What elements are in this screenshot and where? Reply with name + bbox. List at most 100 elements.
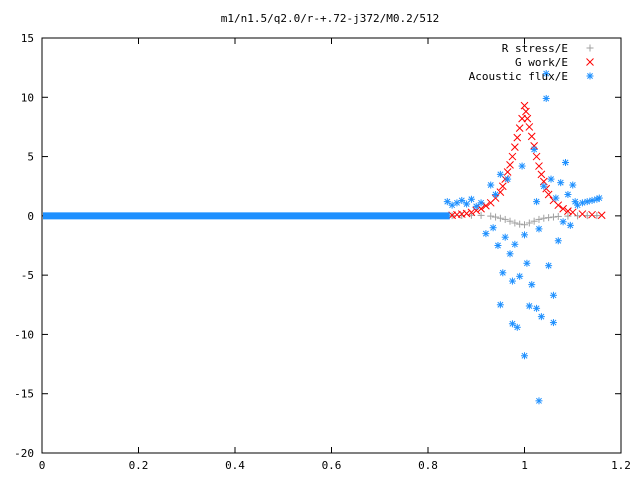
data-point xyxy=(515,124,524,132)
y-tick-label: -10 xyxy=(14,328,34,341)
data-point xyxy=(549,319,557,327)
data-point xyxy=(504,175,512,183)
data-point xyxy=(496,301,504,309)
data-point xyxy=(462,209,471,218)
data-point xyxy=(564,207,572,215)
series-layer xyxy=(443,70,606,405)
series-0 xyxy=(448,211,601,229)
data-point xyxy=(552,194,560,202)
data-point xyxy=(554,212,562,220)
data-point xyxy=(535,162,543,170)
data-point xyxy=(535,215,543,223)
data-point xyxy=(588,196,596,204)
data-point xyxy=(574,201,582,209)
data-point xyxy=(521,231,528,239)
legend-label: Acoustic flux/E xyxy=(469,70,568,83)
y-tick-label: -5 xyxy=(21,269,34,282)
data-point xyxy=(547,175,555,183)
data-point xyxy=(482,201,490,210)
data-point xyxy=(571,198,579,206)
y-tick-label: -15 xyxy=(14,388,34,401)
data-point xyxy=(496,170,504,178)
baseline-marker-band xyxy=(43,212,450,220)
data-point xyxy=(564,212,572,220)
y-tick-label: 10 xyxy=(21,91,34,104)
x-tick-label: 1 xyxy=(521,459,528,472)
data-point xyxy=(523,259,531,267)
data-point xyxy=(506,250,514,258)
data-point xyxy=(593,212,601,220)
data-point xyxy=(510,143,519,151)
data-point xyxy=(562,159,570,166)
x-tick-label: 0.6 xyxy=(322,459,342,472)
data-point xyxy=(554,237,562,245)
data-point xyxy=(566,221,574,229)
data-point xyxy=(511,219,519,227)
y-tick-label: 15 xyxy=(21,32,34,45)
data-point xyxy=(533,304,541,312)
data-point xyxy=(545,262,553,270)
data-point xyxy=(525,123,534,131)
data-point xyxy=(530,217,538,225)
x-axis: 0 0.2 0.4 0.6 0.8 1 1.2 xyxy=(39,38,631,472)
data-point xyxy=(503,168,512,176)
x-tick-label: 1.2 xyxy=(611,459,631,472)
data-point xyxy=(569,181,577,189)
data-point xyxy=(453,199,461,207)
data-point xyxy=(498,182,507,191)
data-point xyxy=(542,94,550,102)
data-point xyxy=(542,70,550,78)
x-tick-label: 0.8 xyxy=(418,459,438,472)
y-tick-label: -20 xyxy=(14,447,34,460)
data-point xyxy=(458,196,466,204)
data-point xyxy=(472,202,480,210)
data-point xyxy=(463,200,471,208)
data-point xyxy=(508,277,516,285)
data-point xyxy=(574,212,582,220)
data-point xyxy=(527,132,536,141)
legend-label: R stress/E xyxy=(502,42,568,55)
data-point xyxy=(559,204,567,213)
data-point xyxy=(533,198,541,206)
data-point xyxy=(516,220,524,228)
plot-frame xyxy=(41,37,622,454)
data-point xyxy=(521,221,528,229)
data-point xyxy=(549,291,557,299)
data-point xyxy=(595,194,603,202)
data-point xyxy=(467,195,475,203)
data-point xyxy=(492,213,500,221)
data-point xyxy=(492,191,500,199)
legend-marker xyxy=(586,58,594,66)
data-point xyxy=(535,397,543,405)
data-point xyxy=(564,191,572,199)
data-point xyxy=(532,152,541,161)
data-point xyxy=(554,201,563,210)
data-point xyxy=(491,194,500,202)
data-point xyxy=(499,269,507,277)
data-point xyxy=(501,233,509,241)
data-point xyxy=(494,242,502,249)
data-point xyxy=(518,162,526,170)
data-point xyxy=(482,230,490,238)
legend-marker xyxy=(586,72,594,80)
data-point xyxy=(545,214,553,222)
data-point xyxy=(523,114,532,123)
data-point xyxy=(508,320,516,328)
data-point xyxy=(597,211,606,220)
data-point xyxy=(540,182,548,190)
data-point xyxy=(496,214,504,222)
legend-label: G work/E xyxy=(515,56,568,69)
data-point xyxy=(522,107,530,116)
data-point xyxy=(578,199,586,207)
chart-title: m1/n1.5/q2.0/r-+.72-j372/M0.2/512 xyxy=(221,12,440,25)
data-point xyxy=(443,198,451,206)
data-point xyxy=(578,210,587,218)
series-2 xyxy=(443,70,603,405)
data-point xyxy=(511,240,519,248)
data-point xyxy=(489,224,497,232)
y-axis: 15 10 5 0 -5 -10 -15 -20 xyxy=(14,32,621,460)
baseline-layer xyxy=(43,212,450,220)
data-point xyxy=(530,142,539,150)
data-point xyxy=(568,208,577,217)
